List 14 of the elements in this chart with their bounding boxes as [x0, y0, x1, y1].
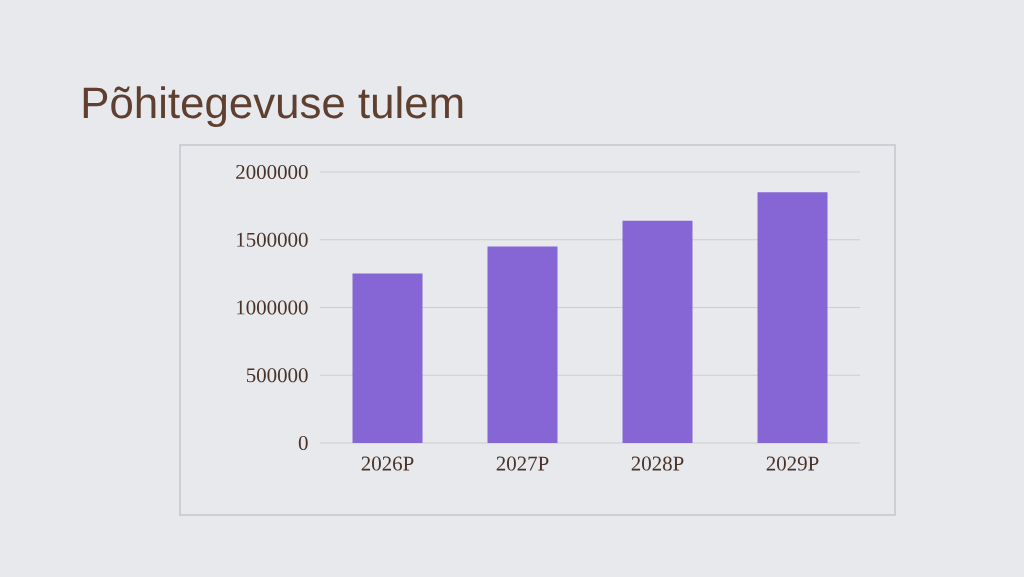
bar — [352, 273, 423, 443]
bar — [622, 220, 693, 443]
x-tick-label: 2027P — [496, 456, 549, 471]
y-tick-label: 2000000 — [236, 164, 308, 180]
chart-title: Põhitegevuse tulem — [83, 86, 463, 128]
x-tick-label: 2028P — [631, 456, 684, 471]
y-tick-label: 500000 — [246, 368, 308, 383]
y-tick-label: 0 — [298, 435, 308, 451]
y-tick-label: 1500000 — [237, 232, 308, 247]
x-tick-label: 2026P — [361, 456, 414, 471]
bar — [487, 246, 558, 443]
x-tick-label: 2029P — [766, 456, 819, 471]
bar — [757, 192, 828, 443]
y-tick-label: 1000000 — [237, 300, 308, 315]
